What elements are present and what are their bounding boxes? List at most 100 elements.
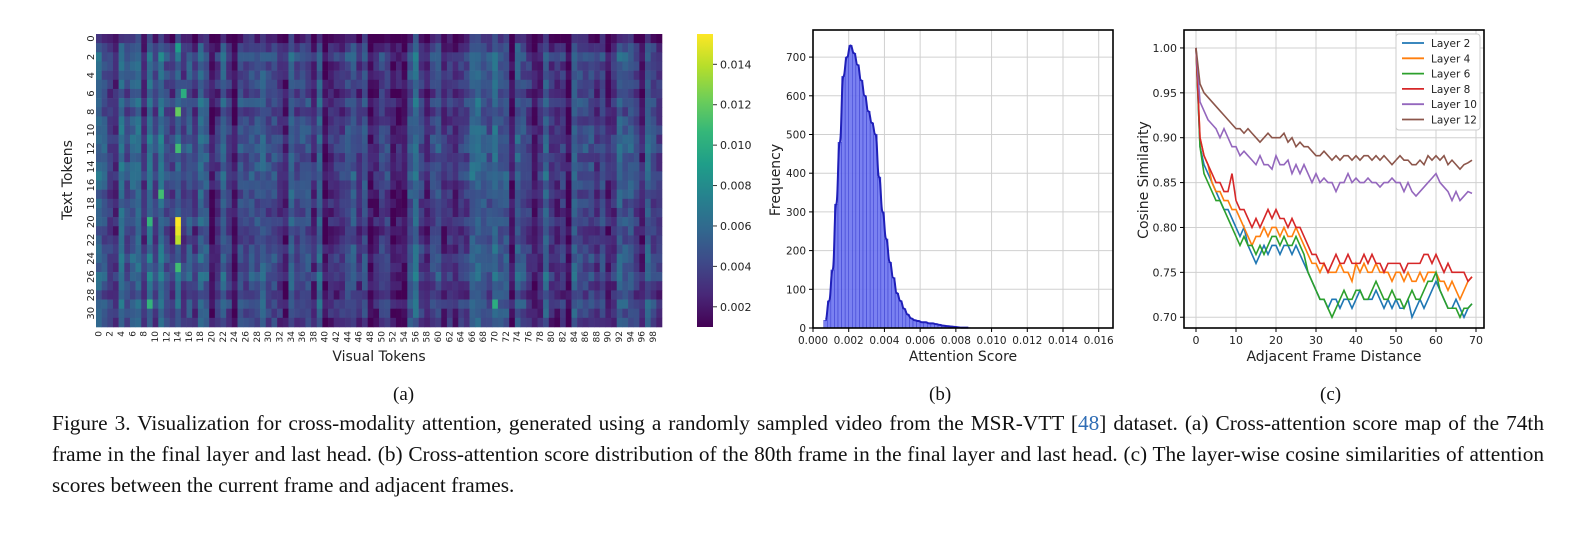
heatmap-cell	[520, 61, 527, 71]
heatmap-cell	[214, 61, 221, 71]
heatmap-cell	[367, 153, 374, 163]
heatmap-cell	[588, 116, 595, 126]
heatmap-cell	[299, 217, 306, 227]
heatmap-cell	[248, 52, 255, 62]
heatmap-cell	[248, 88, 255, 99]
heatmap-cell	[226, 162, 233, 172]
heatmap-cell	[407, 281, 414, 291]
heatmap-cell	[141, 107, 148, 117]
heatmap-cell	[599, 61, 606, 71]
heatmap-cell	[611, 70, 618, 81]
heatmap-cell	[537, 290, 544, 300]
heatmap-cell	[356, 43, 363, 53]
heatmap-cell	[463, 70, 470, 81]
heatmap-cell	[135, 317, 142, 328]
heatmap-cell	[152, 107, 159, 117]
heatmap-cell	[209, 134, 216, 145]
heatmap-cell	[622, 143, 629, 154]
heatmap-cell	[650, 34, 657, 44]
heatmap-cell	[260, 107, 267, 117]
heatmap-cell	[373, 98, 380, 108]
heatmap-cell	[458, 88, 465, 99]
heatmap-cell	[305, 162, 312, 172]
heatmap-cell	[565, 217, 572, 227]
heatmap-cell	[175, 171, 182, 181]
heatmap-cell	[429, 217, 436, 227]
heatmap-cell	[441, 79, 448, 90]
heatmap-cell	[441, 134, 448, 145]
heatmap-cell	[463, 171, 470, 181]
histogram-bar	[848, 45, 853, 329]
heatmap-cell	[537, 198, 544, 209]
heatmap-cell	[271, 235, 278, 245]
heatmap-y-axis-label: Text Tokens	[60, 140, 76, 221]
heatmap-cell	[367, 290, 374, 300]
heatmap-cell	[146, 244, 153, 255]
heatmap-cell	[158, 98, 165, 108]
heatmap-cell	[328, 116, 335, 126]
heatmap-cell	[339, 107, 346, 117]
heatmap-cell	[112, 98, 119, 108]
heatmap-cell	[480, 189, 487, 200]
heatmap-cell	[333, 79, 340, 90]
heatmap-cell	[146, 299, 153, 309]
heatmap-cell	[288, 61, 295, 71]
heatmap-cell	[412, 262, 419, 273]
heatmap-cell	[571, 189, 578, 200]
heatmap-cell	[407, 79, 414, 90]
heatmap-cell	[112, 262, 119, 273]
heatmap-cell	[373, 244, 380, 255]
heatmap-cell	[395, 162, 402, 172]
histogram-x-axis-label: Attention Score	[909, 349, 1017, 365]
heatmap-cell	[158, 317, 165, 328]
heatmap-x-tick: 38	[309, 331, 319, 343]
heatmap-cell	[412, 52, 419, 62]
heatmap-cell	[526, 281, 533, 291]
heatmap-cell	[350, 253, 357, 264]
heatmap-cell	[328, 61, 335, 71]
heatmap-cell	[124, 79, 131, 90]
heatmap-cell	[209, 226, 216, 236]
heatmap-cell	[163, 153, 170, 163]
line-series-6	[1195, 47, 1473, 171]
heatmap-cell	[497, 244, 504, 255]
heatmap-cell	[622, 207, 629, 218]
heatmap-cell	[441, 116, 448, 126]
heatmap-x-tick: 60	[434, 331, 444, 343]
heatmap-cell	[503, 299, 510, 309]
heatmap-cell	[514, 98, 521, 108]
heatmap-cell	[384, 198, 391, 209]
heatmap-cell	[560, 189, 567, 200]
heatmap-cell	[531, 207, 538, 218]
heatmap-cell	[582, 43, 589, 53]
heatmap-cell	[605, 61, 612, 71]
heatmap-cell	[265, 308, 272, 319]
heatmap-cell	[345, 262, 351, 273]
heatmap-cell	[135, 153, 142, 163]
heatmap-cell	[401, 70, 408, 81]
heatmap-cell	[424, 207, 431, 218]
heatmap-cell	[486, 180, 493, 190]
heatmap-cell	[537, 153, 544, 163]
heatmap-cell	[412, 107, 419, 117]
heatmap-cell	[124, 272, 131, 282]
heatmap-cell	[560, 290, 567, 300]
heatmap-cell	[599, 125, 606, 136]
heatmap-cell	[101, 134, 108, 145]
citation-link[interactable]: 48	[1077, 411, 1100, 435]
heatmap-cell	[633, 253, 640, 264]
heatmap-cell	[656, 171, 663, 181]
heatmap-cell	[628, 134, 634, 145]
heatmap-cell	[322, 244, 329, 255]
heatmap-cell	[611, 162, 618, 172]
heatmap-cell	[146, 272, 153, 282]
heatmap-cell	[118, 107, 125, 117]
heatmap-cell	[475, 171, 482, 181]
heatmap-cell	[231, 153, 238, 163]
heatmap-cell	[531, 290, 538, 300]
heatmap-x-tick: 98	[649, 331, 659, 343]
heatmap-cell	[339, 253, 346, 264]
heatmap-cell	[186, 198, 193, 209]
heatmap-cell	[384, 272, 391, 282]
heatmap-cell	[582, 226, 589, 236]
